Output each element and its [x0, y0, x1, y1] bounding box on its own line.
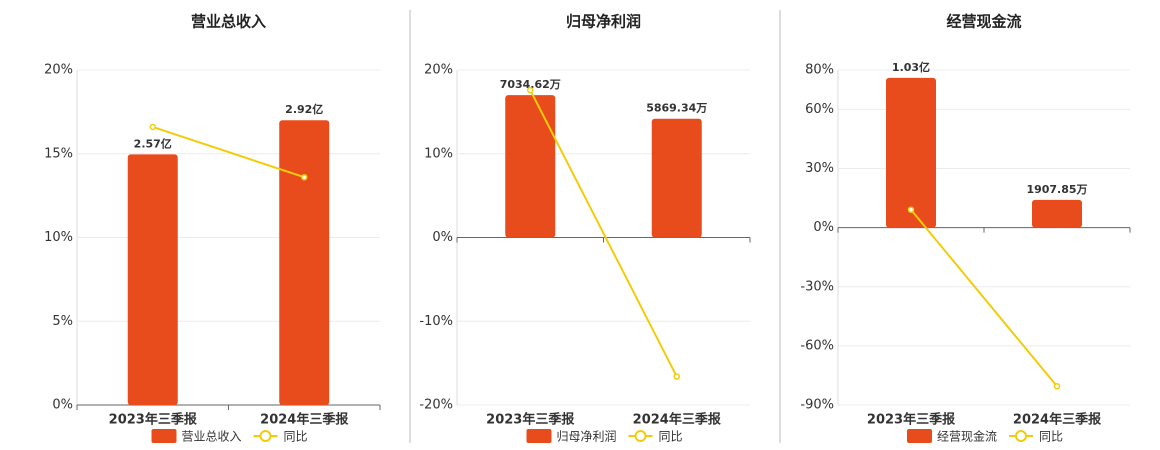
y-tick-label: 15% — [44, 146, 73, 161]
chart-title: 营业总收入 — [191, 13, 266, 31]
value-label: 2.92亿 — [285, 102, 323, 116]
line-point — [907, 206, 915, 213]
y-tick-label: -60% — [800, 338, 834, 353]
x-tick-label: 2023年三季报 — [109, 412, 198, 428]
legend-swatch — [151, 429, 177, 443]
value-label: 5869.34万 — [646, 102, 707, 115]
y-tick-label: -30% — [800, 279, 834, 294]
y-tick-label: 10% — [424, 146, 453, 161]
line — [910, 209, 1058, 387]
x-tick-label: 2023年三季报 — [867, 412, 956, 428]
chart-title: 经营现金流 — [946, 13, 1021, 31]
x-tick-label: 2024年三季报 — [260, 412, 349, 428]
y-tick-label: 60% — [805, 102, 834, 117]
bar — [279, 120, 330, 405]
legend-label: 归母净利润 — [557, 430, 617, 444]
y-tick-label: 20% — [44, 63, 73, 78]
line-point — [673, 373, 680, 380]
y-tick-label: 0% — [52, 398, 73, 413]
x-tick-label: 2024年三季报 — [1013, 412, 1102, 428]
y-tick-label: -20% — [419, 398, 453, 413]
y-tick-label: -90% — [800, 398, 834, 413]
bar — [505, 95, 556, 238]
y-tick-label: -10% — [419, 314, 453, 329]
x-tick-label: 2024年三季报 — [633, 412, 722, 428]
bar — [886, 77, 936, 228]
value-label: 2.57亿 — [134, 136, 172, 150]
x-tick-label: 2023年三季报 — [486, 412, 575, 428]
line — [152, 126, 305, 179]
legend-label: 经营现金流 — [937, 429, 997, 444]
bar — [127, 154, 178, 405]
value-label: 1.03亿 — [892, 60, 930, 74]
line-point — [149, 123, 156, 131]
line-point — [1053, 383, 1061, 390]
y-tick-label: 80% — [805, 63, 834, 78]
value-label: 1907.85万 — [1026, 183, 1087, 196]
bar — [651, 118, 702, 238]
legend-marker — [1015, 430, 1027, 442]
y-tick-label: 30% — [805, 161, 834, 176]
line-point — [527, 86, 534, 94]
y-tick-label: 10% — [44, 230, 73, 245]
y-tick-label: 5% — [52, 314, 73, 329]
legend-marker — [634, 430, 647, 442]
bar — [1032, 199, 1082, 228]
chart-title: 归母净利润 — [566, 13, 641, 31]
line — [529, 89, 678, 377]
legend-label: 营业总收入 — [182, 430, 242, 444]
y-tick-label: 0% — [432, 230, 453, 245]
value-label: 7034.62万 — [500, 78, 561, 91]
legend-label: 同比 — [1039, 430, 1063, 444]
line-point — [301, 173, 308, 181]
y-tick-label: 0% — [813, 220, 834, 235]
legend-swatch — [526, 429, 552, 443]
legend-marker — [259, 430, 272, 442]
legend-label: 同比 — [284, 430, 308, 444]
legend-label: 同比 — [659, 430, 683, 444]
legend-swatch — [907, 429, 932, 443]
y-tick-label: 20% — [424, 63, 453, 78]
